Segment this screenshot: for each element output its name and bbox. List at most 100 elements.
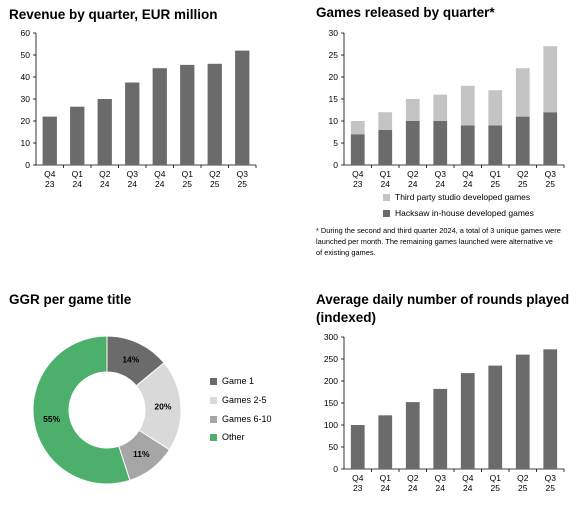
revenue-x-tick-label-quarter: Q4: [44, 169, 56, 179]
games-bar-inhouse: [543, 112, 558, 165]
games-x-tick-label-year: 25: [546, 179, 556, 189]
games-bar-thirdparty: [515, 68, 530, 117]
games-x-tick-label-quarter: Q2: [407, 169, 419, 179]
rounds-bar: [405, 402, 420, 469]
revenue-x-tick-label-quarter: Q4: [154, 169, 166, 179]
rounds-x-tick-label-quarter: Q4: [462, 473, 474, 483]
revenue-bar: [42, 116, 57, 165]
games-released-panel: Games released by quarter* 0 5 10 15 20 25 30 Q…: [300, 0, 577, 265]
revenue-x-tick-label-quarter: Q3: [237, 169, 249, 179]
revenue-x-tick-label-quarter: Q2: [209, 169, 221, 179]
footnote-line-2: launched per month. The remaining games …: [316, 237, 553, 246]
games-x-tick-label-year: 24: [436, 179, 446, 189]
revenue-y-tick-label: 10: [21, 138, 31, 148]
games-x-tick-label-year: 23: [353, 179, 363, 189]
rounds-x-tick-label-year: 23: [353, 483, 363, 493]
games-bar-thirdparty: [378, 112, 393, 130]
revenue-x-tick-label-quarter: Q1: [182, 169, 194, 179]
rounds-x-tick-label-quarter: Q1: [380, 473, 392, 483]
rounds-bar: [378, 415, 393, 469]
rounds-title-line-2: (indexed): [316, 310, 377, 325]
rounds-y-tick-label: 250: [324, 354, 338, 364]
revenue-bar: [125, 82, 140, 165]
revenue-bar: [207, 63, 222, 165]
legend-label-third-party: Third party studio developed games: [395, 192, 531, 202]
games-y-tick-label: 5: [333, 138, 338, 148]
revenue-x-tick-label-quarter: Q2: [99, 169, 111, 179]
games-bar-inhouse: [488, 125, 503, 165]
slice-games-6-10-label: 11%: [133, 449, 150, 459]
revenue-x-tick-label-year: 24: [73, 179, 83, 189]
footnote-line-3: of existing games.: [316, 248, 376, 257]
rounds-x-tick-label-year: 25: [491, 483, 501, 493]
rounds-bar: [433, 388, 448, 469]
revenue-y-tick-label: 60: [21, 28, 31, 38]
legend-third-party: Third party studio developed games: [383, 192, 530, 202]
revenue-y-tick-label: 0: [25, 160, 30, 170]
rounds-x-tick-label-quarter: Q2: [517, 473, 529, 483]
revenue-x-tick-label-year: 25: [183, 179, 193, 189]
legend-swatch-games-6-10: [210, 415, 217, 423]
legend-swatch-games-2-5: [210, 396, 217, 404]
revenue-x-tick-label-year: 24: [155, 179, 165, 189]
rounds-y-tick-label: 150: [324, 398, 338, 408]
revenue-y-tick-label: 20: [21, 116, 31, 126]
revenue-bar: [235, 50, 250, 165]
revenue-y-tick-label: 40: [21, 72, 31, 82]
slice-other: [32, 335, 131, 485]
revenue-x-tick-label-year: 25: [238, 179, 248, 189]
rounds-x-tick-label-quarter: Q1: [490, 473, 502, 483]
games-bar-inhouse: [460, 125, 475, 165]
rounds-y-tick-label: 0: [333, 464, 338, 474]
legend-other: Other: [210, 432, 245, 442]
games-x-tick-label-quarter: Q1: [380, 169, 392, 179]
rounds-bar: [460, 373, 475, 469]
slice-games-2-5-label: 20%: [154, 401, 171, 411]
games-x-tick-label-quarter: Q1: [490, 169, 502, 179]
slice-game-1-label: 14%: [122, 354, 139, 364]
games-released-title: Games released by quarter*: [316, 5, 495, 20]
rounds-bar: [350, 425, 365, 469]
games-bar-inhouse: [378, 129, 393, 165]
games-x-tick-label-quarter: Q4: [462, 169, 474, 179]
games-x-tick-label-quarter: Q2: [517, 169, 529, 179]
rounds-bar: [515, 354, 530, 469]
games-bar-thirdparty: [460, 85, 475, 126]
revenue-y-tick-label: 30: [21, 94, 31, 104]
rounds-chart: 050100150200250300Q423Q124Q224Q324Q424Q1…: [324, 332, 565, 493]
ggr-title: GGR per game title: [9, 292, 132, 307]
games-x-tick-label-year: 24: [408, 179, 418, 189]
revenue-chart-title: Revenue by quarter, EUR million: [9, 7, 218, 22]
rounds-x-tick-label-year: 24: [436, 483, 446, 493]
rounds-x-tick-label-quarter: Q4: [352, 473, 364, 483]
games-x-tick-label-quarter: Q3: [545, 169, 557, 179]
slice-other-label: 55%: [43, 414, 60, 424]
games-bar-inhouse: [350, 134, 365, 165]
legend-swatch-other: [210, 433, 217, 441]
rounds-x-tick-label-quarter: Q3: [545, 473, 557, 483]
legend-swatch-game-1: [210, 377, 217, 385]
games-bar-inhouse: [405, 121, 420, 165]
rounds-x-tick-label-year: 24: [408, 483, 418, 493]
games-bar-inhouse: [515, 116, 530, 165]
games-x-tick-label-year: 25: [491, 179, 501, 189]
games-x-tick-label-quarter: Q4: [352, 169, 364, 179]
rounds-panel: Average daily number of rounds played (i…: [300, 285, 577, 506]
games-released-chart: 051015202530Q423Q124Q224Q324Q424Q125Q225…: [329, 28, 565, 189]
revenue-x-tick-label-year: 25: [210, 179, 220, 189]
revenue-bar: [70, 106, 85, 165]
revenue-x-tick-label-year: 24: [100, 179, 110, 189]
rounds-x-tick-label-quarter: Q3: [435, 473, 447, 483]
games-bar-thirdparty: [543, 46, 558, 113]
rounds-x-tick-label-year: 24: [463, 483, 473, 493]
games-y-tick-label: 20: [329, 72, 339, 82]
revenue-bar: [97, 99, 112, 165]
games-bar-inhouse: [433, 121, 448, 165]
revenue-x-tick-label-quarter: Q1: [72, 169, 84, 179]
games-x-tick-label-year: 24: [463, 179, 473, 189]
ggr-donut-chart: 14% 20% 11% 55%: [32, 335, 182, 485]
revenue-x-tick-label-quarter: Q3: [127, 169, 139, 179]
ggr-panel: GGR per game title 14% 20% 11% 55% Game 1 G…: [0, 285, 290, 506]
revenue-y-tick-label: 50: [21, 50, 31, 60]
games-bar-thirdparty: [433, 94, 448, 121]
